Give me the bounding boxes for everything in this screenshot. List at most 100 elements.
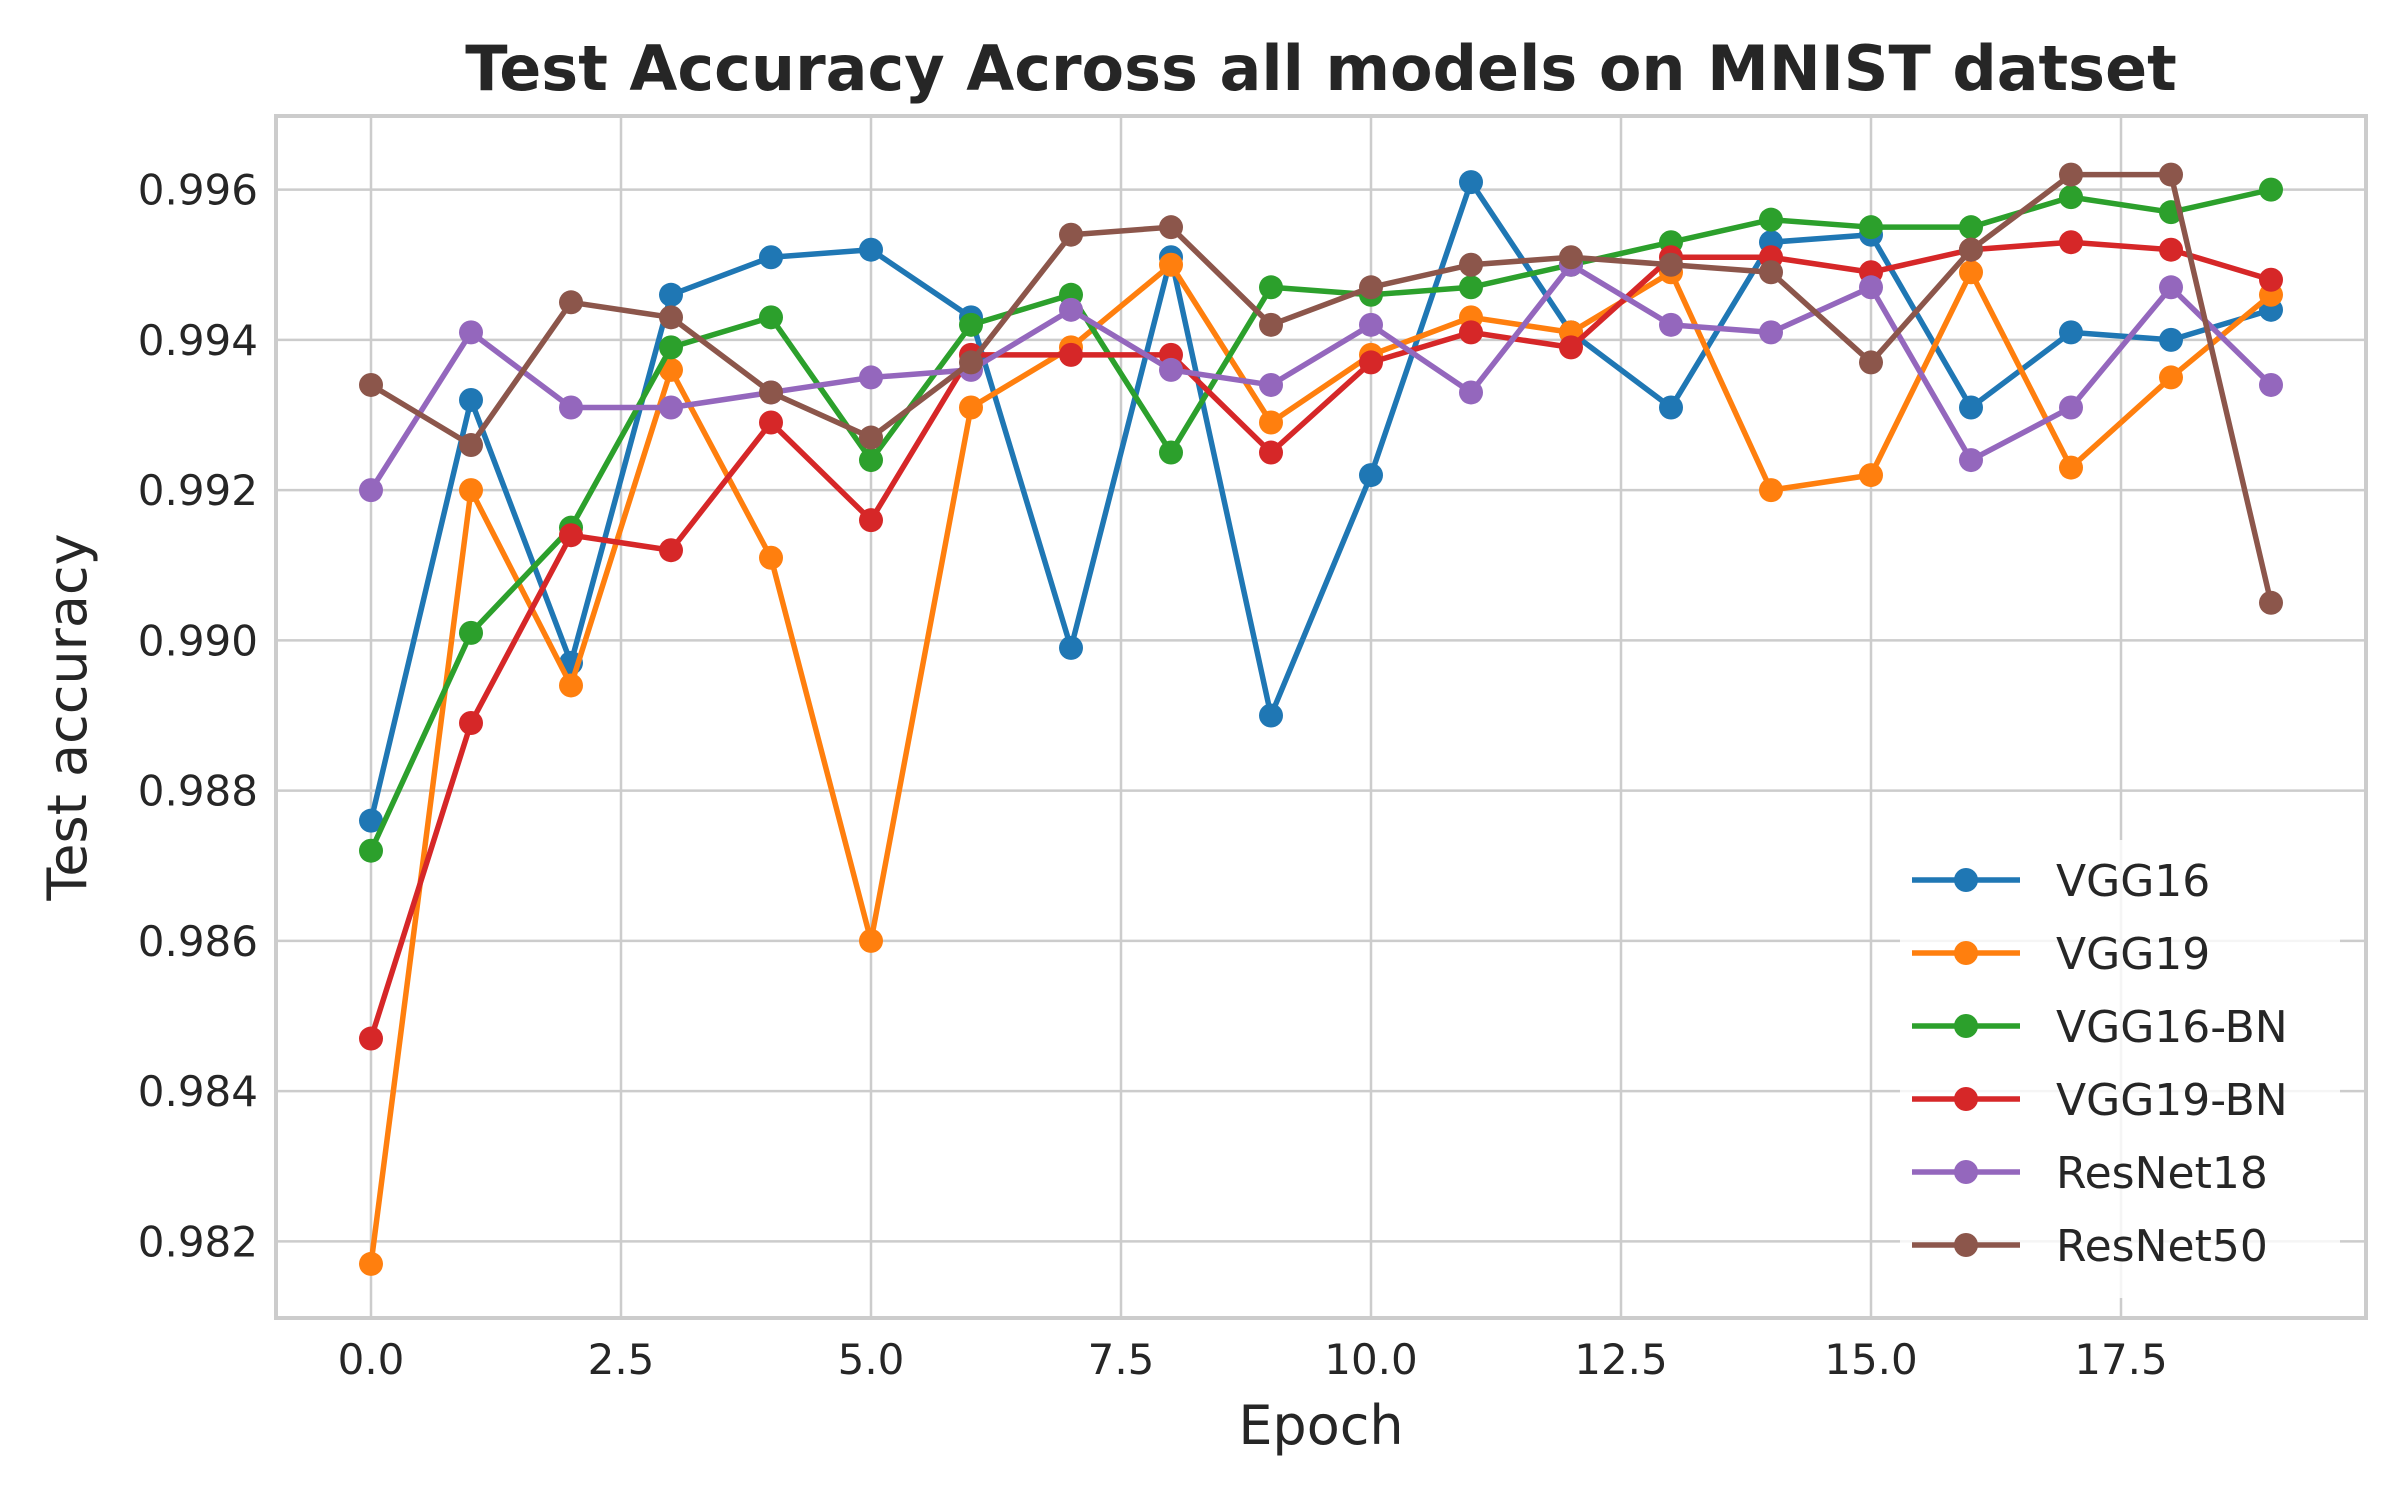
data-point	[1959, 260, 1983, 285]
data-point	[2259, 267, 2283, 292]
legend-label: VGG16	[2056, 856, 2210, 907]
x-tick-label: 7.5	[1088, 1335, 1155, 1384]
data-point	[659, 282, 683, 307]
data-point	[1559, 335, 1583, 360]
data-point	[1359, 463, 1383, 488]
x-tick-label: 10.0	[1324, 1335, 1418, 1384]
y-tick-label: 0.990	[138, 616, 258, 665]
x-tick-label: 12.5	[1574, 1335, 1668, 1384]
data-point	[459, 711, 483, 736]
data-point	[359, 1026, 383, 1051]
data-point	[959, 395, 983, 420]
data-point	[1859, 463, 1883, 488]
legend-marker	[1954, 941, 1978, 965]
legend-item-vgg16: VGG16	[1912, 856, 2210, 907]
legend-item-vgg19: VGG19	[1912, 929, 2210, 980]
data-point	[2259, 372, 2283, 397]
data-point	[2059, 185, 2083, 210]
legend-item-vgg19-bn: VGG19-BN	[1912, 1075, 2288, 1126]
series-lines	[359, 162, 2283, 1276]
data-point	[2259, 177, 2283, 202]
data-point	[559, 395, 583, 420]
data-point	[1759, 478, 1783, 503]
data-point	[2159, 237, 2183, 262]
legend-label: VGG16-BN	[2056, 1002, 2288, 1053]
legend-item-vgg16-bn: VGG16-BN	[1912, 1002, 2288, 1053]
data-point	[959, 312, 983, 337]
series-vgg16-bn	[359, 177, 2283, 863]
data-point	[359, 372, 383, 397]
legend-label: VGG19-BN	[2056, 1075, 2288, 1126]
data-point	[1959, 237, 1983, 262]
legend-label: VGG19	[2056, 929, 2210, 980]
data-point	[759, 410, 783, 435]
data-point	[1959, 448, 1983, 473]
data-point	[1959, 395, 1983, 420]
data-point	[859, 237, 883, 262]
data-point	[1659, 395, 1683, 420]
data-point	[659, 538, 683, 563]
y-tick-label: 0.982	[138, 1217, 258, 1266]
data-point	[1459, 252, 1483, 277]
data-point	[2059, 455, 2083, 480]
data-point	[959, 350, 983, 375]
data-point	[759, 245, 783, 270]
data-point	[2159, 327, 2183, 352]
y-tick-label: 0.994	[138, 316, 258, 365]
data-point	[359, 838, 383, 863]
y-tick-label: 0.996	[138, 166, 258, 215]
data-point	[1359, 350, 1383, 375]
data-point	[2059, 162, 2083, 187]
x-tick-label: 15.0	[1824, 1335, 1918, 1384]
x-tick-label: 5.0	[838, 1335, 905, 1384]
legend-marker	[1954, 1087, 1978, 1111]
data-point	[659, 335, 683, 360]
data-point	[1159, 215, 1183, 240]
legend-item-resnet50: ResNet50	[1912, 1221, 2268, 1272]
data-point	[1759, 207, 1783, 232]
legend-box	[1900, 840, 2340, 1298]
data-point	[1059, 222, 1083, 247]
data-point	[559, 290, 583, 315]
y-tick-label: 0.992	[138, 466, 258, 515]
data-point	[2059, 320, 2083, 345]
data-point	[1159, 357, 1183, 382]
data-point	[759, 545, 783, 570]
data-point	[459, 320, 483, 345]
data-point	[1459, 170, 1483, 195]
data-point	[1659, 312, 1683, 337]
data-point	[759, 305, 783, 330]
data-point	[2159, 162, 2183, 187]
series-line	[368, 261, 2274, 1267]
series-vgg16	[359, 170, 2283, 833]
data-point	[1959, 215, 1983, 240]
data-point	[1459, 275, 1483, 300]
data-point	[1259, 372, 1283, 397]
y-tick-label: 0.988	[138, 767, 258, 816]
data-point	[359, 478, 383, 503]
legend-marker	[1954, 1160, 1978, 1184]
tick-labels: 0.0 2.5 5.0 7.5 10.0 12.5 15.0 17.5 0.982 0.984 0.…	[138, 166, 2168, 1384]
data-point	[1259, 410, 1283, 435]
series-line	[368, 186, 2274, 854]
x-axis-label: Epoch	[1238, 1394, 1403, 1457]
data-point	[859, 508, 883, 533]
plot-frame	[274, 114, 2368, 1320]
data-point	[1359, 312, 1383, 337]
legend-marker	[1954, 1233, 1978, 1257]
x-tick-label: 2.5	[588, 1335, 655, 1384]
data-point	[2059, 230, 2083, 255]
series-line	[368, 239, 2274, 1042]
legend: VGG16 VGG19 VGG16-BN VGG19-BN ResNet18 ResNet…	[1900, 840, 2340, 1298]
data-point	[1859, 350, 1883, 375]
chart-title: Test Accuracy Across all models on MNIST…	[465, 32, 2177, 105]
x-tick-label: 17.5	[2074, 1335, 2168, 1384]
data-point	[1159, 440, 1183, 465]
data-point	[859, 448, 883, 473]
legend-label: ResNet50	[2056, 1221, 2268, 1272]
data-point	[459, 478, 483, 503]
data-point	[359, 808, 383, 833]
data-point	[2159, 365, 2183, 390]
data-point	[2259, 590, 2283, 615]
data-point	[459, 387, 483, 412]
